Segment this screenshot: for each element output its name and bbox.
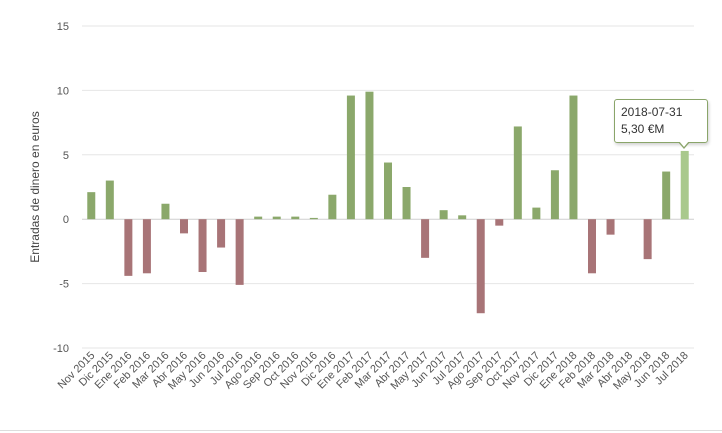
bar[interactable] xyxy=(254,216,263,220)
bar[interactable] xyxy=(142,219,151,274)
y-tick-label: -10 xyxy=(53,343,69,355)
bar[interactable] xyxy=(180,219,188,234)
bar[interactable] xyxy=(439,210,448,220)
bar[interactable] xyxy=(235,219,244,285)
bar[interactable] xyxy=(124,219,133,276)
bar[interactable] xyxy=(272,216,281,220)
bar[interactable] xyxy=(217,219,226,248)
bar[interactable] xyxy=(384,162,392,220)
bar[interactable] xyxy=(680,150,689,220)
bar[interactable] xyxy=(532,207,541,220)
bar[interactable] xyxy=(606,219,615,235)
bar[interactable] xyxy=(346,95,355,220)
bar[interactable] xyxy=(87,192,96,220)
bar[interactable] xyxy=(513,126,522,220)
tooltip-pointer-fill xyxy=(679,141,689,147)
bar[interactable] xyxy=(662,171,671,220)
bottom-divider xyxy=(0,430,722,431)
tooltip-value: 5,30 €M xyxy=(621,122,665,136)
y-tick-label: 10 xyxy=(57,85,69,97)
tooltip-date: 2018-07-31 xyxy=(621,105,683,119)
bar[interactable] xyxy=(550,170,559,220)
bar[interactable] xyxy=(365,91,374,220)
bar[interactable] xyxy=(198,219,207,273)
bar[interactable] xyxy=(421,219,430,258)
bar[interactable] xyxy=(588,219,596,274)
y-axis-ticks: 15 10 5 0 -5 -10 xyxy=(53,21,69,355)
bar[interactable] xyxy=(402,187,411,220)
bar[interactable] xyxy=(309,217,318,220)
bar[interactable] xyxy=(458,215,467,220)
bar[interactable] xyxy=(476,219,485,314)
y-tick-label: 0 xyxy=(63,214,69,226)
bars xyxy=(87,91,689,314)
bar[interactable] xyxy=(291,216,300,220)
y-tick-label: 5 xyxy=(63,150,69,162)
y-tick-label: 15 xyxy=(57,21,69,33)
bar[interactable] xyxy=(161,203,170,220)
bar[interactable] xyxy=(643,219,652,260)
tooltip: 2018-07-31 5,30 €M xyxy=(614,99,708,143)
bar[interactable] xyxy=(495,219,504,226)
y-axis-label: Entradas de dinero en euros xyxy=(28,111,42,262)
bar[interactable] xyxy=(569,95,578,220)
bar[interactable] xyxy=(328,194,337,220)
bar[interactable] xyxy=(105,180,114,220)
y-tick-label: -5 xyxy=(59,279,69,291)
